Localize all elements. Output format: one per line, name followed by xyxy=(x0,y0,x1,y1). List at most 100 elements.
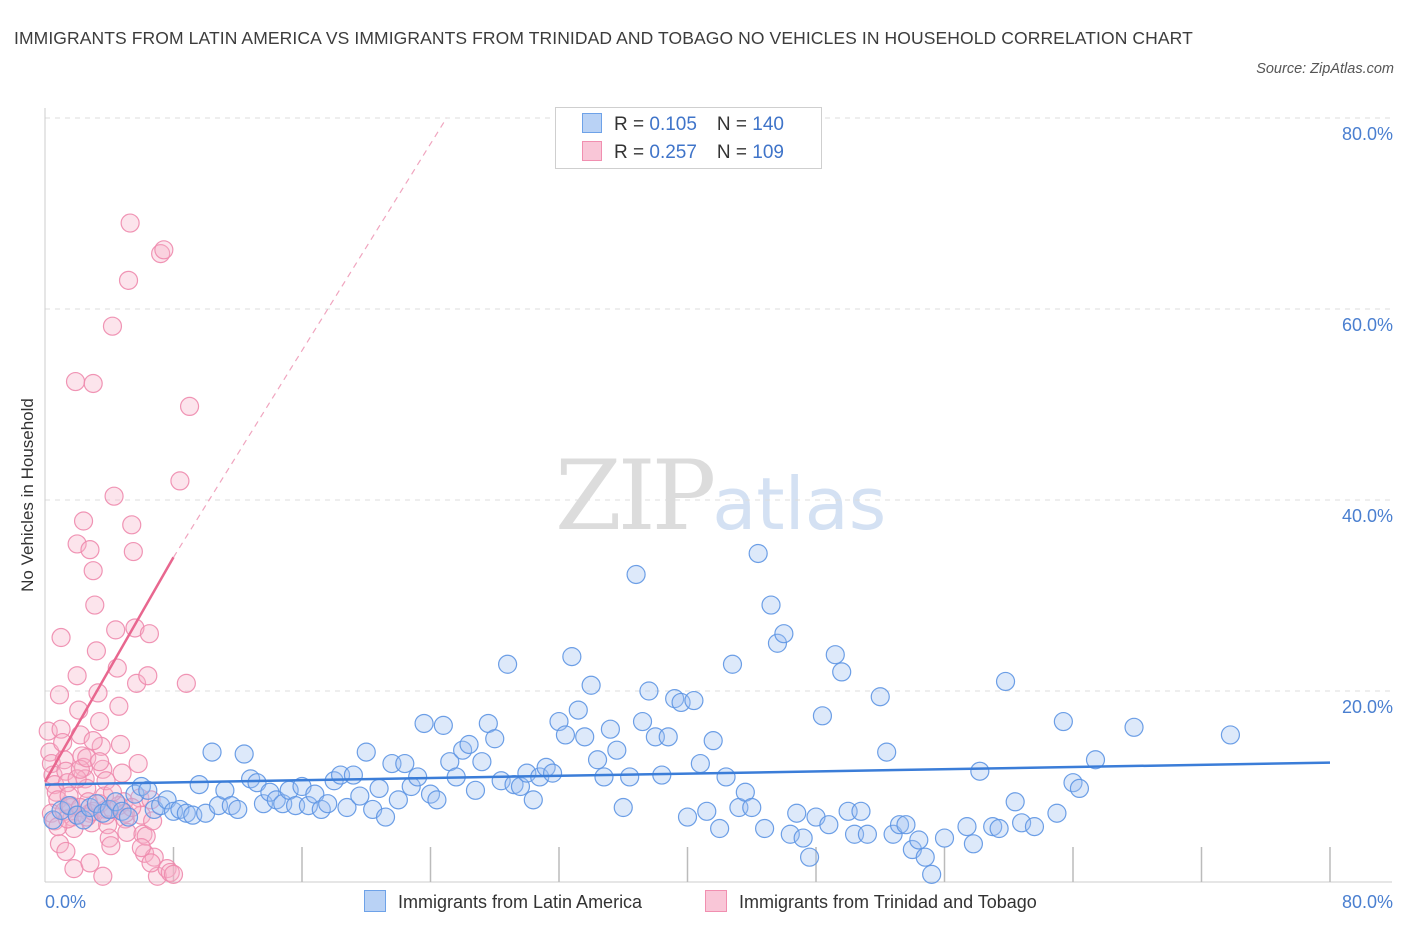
data-point xyxy=(375,807,396,827)
data-point xyxy=(298,795,319,816)
data-point xyxy=(125,784,145,804)
data-point xyxy=(459,734,479,755)
data-point xyxy=(677,807,698,827)
data-point xyxy=(318,794,338,814)
data-point xyxy=(1011,813,1032,833)
data-point xyxy=(989,818,1009,839)
data-point xyxy=(632,711,653,732)
data-point xyxy=(581,675,601,695)
legend-row-trinidad: R = 0.257 N = 109 xyxy=(582,141,784,165)
series-latin-america-points xyxy=(43,543,1241,884)
data-point xyxy=(139,624,160,644)
data-point xyxy=(56,841,76,862)
data-point xyxy=(658,727,678,747)
data-point xyxy=(1024,817,1045,837)
data-point xyxy=(883,824,903,844)
data-point xyxy=(77,748,97,768)
legend-n-label: N = xyxy=(716,142,753,163)
data-point xyxy=(90,752,110,772)
bottom-legend-label: Immigrants from Latin America xyxy=(398,892,643,912)
data-point xyxy=(710,818,730,839)
legend-swatch-blue xyxy=(582,113,602,133)
data-point xyxy=(793,828,813,848)
legend-r-value: 0.105 xyxy=(649,114,697,135)
data-point xyxy=(179,396,200,417)
data-point xyxy=(101,836,121,856)
data-point xyxy=(870,687,890,707)
data-point xyxy=(73,511,94,531)
data-point xyxy=(909,830,929,850)
data-point xyxy=(356,742,376,762)
data-point xyxy=(639,681,659,701)
data-point xyxy=(154,240,174,260)
data-point xyxy=(176,673,196,693)
data-point xyxy=(118,270,139,290)
data-point xyxy=(49,834,70,854)
data-point xyxy=(395,753,415,774)
data-point xyxy=(96,771,116,791)
data-point xyxy=(202,742,222,762)
data-point xyxy=(957,817,977,837)
data-point xyxy=(49,685,70,705)
bottom-legend-trinidad: Immigrants from Trinidad and Tobago xyxy=(705,890,1037,913)
data-point xyxy=(83,731,103,751)
data-point xyxy=(780,824,800,844)
data-point xyxy=(160,862,180,883)
data-point xyxy=(64,859,84,879)
data-point xyxy=(568,700,588,720)
data-point xyxy=(247,773,267,793)
data-point xyxy=(102,316,123,336)
data-point xyxy=(607,740,627,760)
data-point xyxy=(690,753,710,774)
data-point xyxy=(1124,717,1144,737)
data-point xyxy=(896,815,916,835)
data-point xyxy=(80,540,100,560)
data-point xyxy=(73,810,94,830)
data-point xyxy=(109,696,129,716)
data-point xyxy=(716,767,736,787)
bottom-legend-label: Immigrants from Trinidad and Tobago xyxy=(739,892,1037,912)
data-point xyxy=(754,818,775,839)
data-point xyxy=(433,715,453,735)
data-point xyxy=(122,515,142,535)
data-point xyxy=(697,801,717,821)
data-point xyxy=(613,797,633,818)
data-point xyxy=(812,706,833,726)
stats-legend: R = 0.105 N = 140 R = 0.257 N = 109 xyxy=(555,107,822,169)
data-point xyxy=(819,815,839,835)
chart-title: IMMIGRANTS FROM LATIN AMERICA VS IMMIGRA… xyxy=(14,28,1193,48)
data-point xyxy=(472,752,492,772)
data-point xyxy=(110,734,131,755)
legend-r-value: 0.257 xyxy=(649,142,697,163)
y-tick-label: 20.0% xyxy=(1342,697,1393,717)
grid xyxy=(45,117,1392,692)
legend-n-value: 109 xyxy=(752,142,784,163)
y-tick-label: 40.0% xyxy=(1342,506,1393,526)
data-point xyxy=(1085,750,1106,770)
data-point xyxy=(99,828,119,848)
data-point xyxy=(138,666,158,686)
data-point xyxy=(260,782,280,802)
tick-labels: 20.0% 40.0% 60.0% 80.0% 0.0% 80.0% xyxy=(45,124,1393,912)
data-point xyxy=(587,750,608,770)
data-point xyxy=(104,486,124,506)
data-point xyxy=(465,780,486,800)
data-point xyxy=(832,662,852,682)
data-point xyxy=(93,866,113,886)
data-point xyxy=(189,774,209,795)
data-point xyxy=(915,847,935,867)
watermark: ZIPatlas xyxy=(555,440,886,552)
data-point xyxy=(65,371,86,392)
bottom-legend-swatch-blue xyxy=(364,890,386,912)
legend-r-label: R = xyxy=(614,114,650,135)
data-point xyxy=(117,822,137,842)
data-point xyxy=(787,803,807,823)
data-point xyxy=(414,713,434,734)
data-point xyxy=(995,671,1016,692)
data-point xyxy=(86,641,107,661)
data-point xyxy=(748,543,768,564)
data-point xyxy=(427,790,447,810)
data-point xyxy=(594,767,614,787)
data-point xyxy=(523,790,543,810)
watermark-atlas: atlas xyxy=(712,462,887,546)
